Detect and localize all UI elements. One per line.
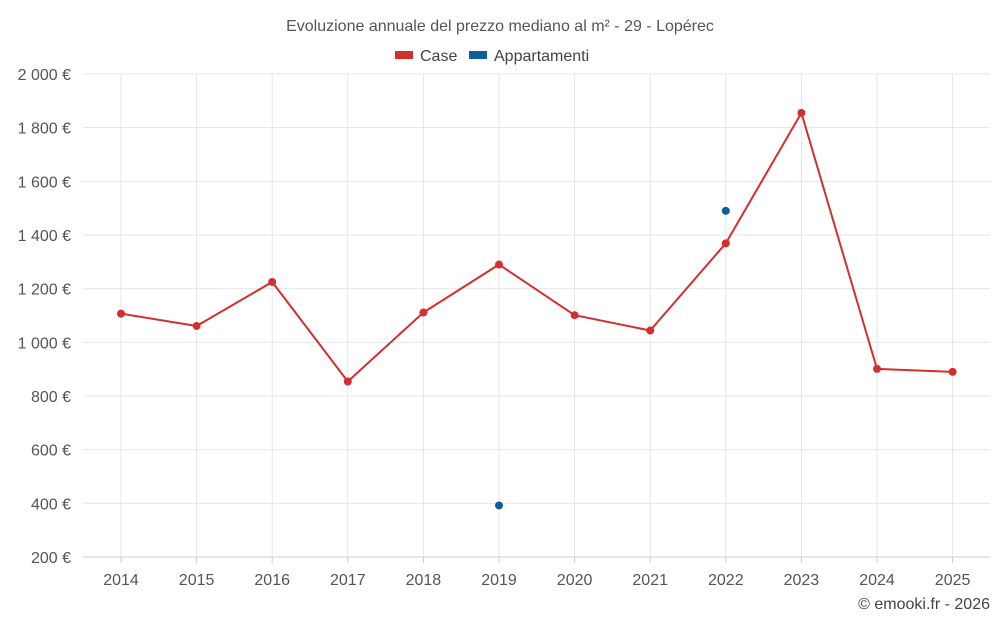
x-tick-label-2019: 2019	[481, 572, 517, 589]
data-point-case-2020[interactable]	[570, 311, 579, 320]
grid	[83, 73, 990, 557]
x-tick-label-2016: 2016	[254, 572, 290, 589]
chart-title: Evoluzione annuale del prezzo mediano al…	[286, 18, 714, 35]
y-tick-label-1800: 1 800 €	[18, 121, 71, 138]
x-tick-label-2014: 2014	[103, 572, 139, 589]
data-point-case-2018[interactable]	[419, 308, 428, 317]
chart-credit: © emooki.fr - 2026	[858, 596, 990, 613]
y-tick-label-600: 600 €	[31, 443, 71, 460]
data-point-appartamenti-2019[interactable]	[495, 501, 503, 510]
y-tick-label-1400: 1 400 €	[18, 228, 71, 245]
series	[117, 108, 957, 510]
legend-swatch-case	[395, 51, 413, 59]
x-tick-label-2020: 2020	[557, 572, 593, 589]
x-tick-label-2022: 2022	[708, 572, 744, 589]
x-tick-label-2021: 2021	[632, 572, 668, 589]
y-tick-label-1600: 1 600 €	[18, 174, 71, 191]
legend-swatch-appartamenti	[469, 51, 487, 59]
y-tick-label-400: 400 €	[31, 496, 71, 513]
series-line-case	[120, 111, 953, 383]
legend-label-case: Case	[420, 48, 457, 65]
data-point-case-2025[interactable]	[948, 367, 957, 376]
x-tick-label-2023: 2023	[784, 572, 820, 589]
data-point-case-2023[interactable]	[797, 108, 806, 117]
y-tick-label-1200: 1 200 €	[18, 282, 71, 299]
y-tick-label-1000: 1 000 €	[18, 335, 71, 352]
x-tick-label-2024: 2024	[859, 572, 895, 589]
data-point-case-2014[interactable]	[117, 309, 125, 318]
x-tick-label-2025: 2025	[935, 572, 971, 589]
data-point-case-2022[interactable]	[721, 239, 730, 248]
data-point-appartamenti-2022[interactable]	[721, 206, 730, 215]
legend: Case Appartamenti	[395, 48, 589, 65]
y-tick-label-200: 200 €	[31, 550, 71, 567]
x-tick-label-2018: 2018	[406, 572, 442, 589]
y-tick-label-2000: 2 000 €	[18, 67, 71, 84]
x-tick-label-2015: 2015	[179, 572, 215, 589]
legend-item-appartamenti[interactable]: Appartamenti	[469, 48, 589, 65]
data-point-case-2016[interactable]	[268, 277, 277, 286]
legend-label-appartamenti: Appartamenti	[494, 48, 589, 65]
x-tick-label-2017: 2017	[330, 572, 366, 589]
data-point-case-2024[interactable]	[873, 364, 881, 373]
y-tick-label-800: 800 €	[31, 389, 71, 406]
data-point-case-2015[interactable]	[192, 321, 201, 330]
x-axis-ticks: 2014 2015 2016 2017 2018 2019 2020 2021 2022 2023…	[103, 557, 970, 589]
legend-item-case[interactable]: Case	[395, 48, 457, 65]
data-point-case-2019[interactable]	[495, 260, 503, 269]
y-axis-ticks: 200 € 400 € 600 € 800 € 1 000 € 1 200 € 1 400 …	[18, 67, 71, 567]
data-point-case-2021[interactable]	[646, 326, 655, 335]
data-point-case-2017[interactable]	[343, 377, 352, 386]
